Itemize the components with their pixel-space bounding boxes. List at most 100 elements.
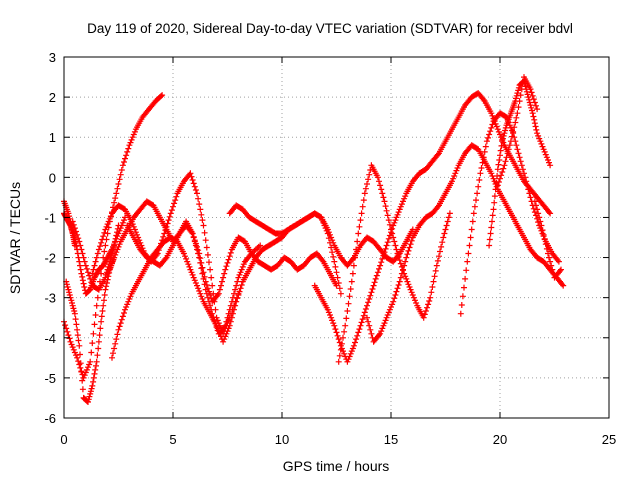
data-point	[333, 282, 340, 289]
data-point	[546, 254, 552, 261]
data-point	[215, 328, 222, 335]
data-point	[383, 207, 390, 214]
data-point	[188, 173, 195, 180]
data-point	[352, 254, 358, 261]
data-point	[114, 229, 120, 236]
data-point	[560, 282, 567, 289]
data-point	[206, 288, 212, 295]
data-point	[350, 342, 357, 349]
data-point	[68, 297, 75, 304]
x-axis-label: GPS time / hours	[283, 458, 390, 474]
data-point	[330, 253, 337, 260]
data-point	[533, 126, 540, 133]
data-point	[516, 98, 523, 105]
data-point	[497, 152, 503, 159]
data-series	[63, 254, 118, 405]
data-point	[74, 332, 81, 339]
data-point	[395, 253, 402, 260]
data-point	[85, 269, 91, 276]
data-point	[114, 225, 121, 232]
data-point	[201, 229, 208, 236]
data-point	[167, 210, 174, 217]
data-point	[82, 262, 89, 269]
data-point	[225, 256, 232, 263]
data-point	[171, 200, 178, 207]
data-point	[199, 296, 206, 302]
data-point	[189, 230, 196, 237]
data-point	[114, 185, 121, 192]
data-point	[101, 229, 108, 236]
data-point	[223, 263, 230, 270]
data-point	[97, 325, 104, 332]
data-point	[92, 258, 99, 265]
data-point	[464, 258, 471, 265]
data-point	[76, 342, 83, 349]
data-point	[480, 96, 487, 103]
data-point	[95, 246, 102, 253]
data-point	[101, 292, 108, 298]
data-point	[408, 289, 415, 296]
data-point	[522, 174, 529, 181]
data-point	[500, 165, 507, 172]
data-point	[98, 239, 105, 246]
data-point	[521, 170, 527, 177]
data-point	[354, 238, 361, 245]
data-point	[463, 267, 470, 274]
data-point	[118, 316, 125, 323]
data-point	[94, 294, 101, 301]
data-point	[232, 286, 239, 293]
data-point	[77, 351, 83, 358]
data-point	[515, 104, 522, 111]
data-point	[85, 399, 91, 405]
data-point	[503, 154, 510, 161]
data-point	[361, 190, 368, 197]
data-point	[100, 302, 107, 309]
data-point	[117, 320, 124, 327]
data-point	[131, 226, 138, 233]
data-point	[190, 180, 197, 187]
data-point	[539, 143, 546, 150]
data-point	[364, 302, 370, 309]
data-point	[539, 227, 546, 234]
data-point	[90, 374, 97, 381]
data-point	[532, 123, 539, 130]
data-point	[434, 257, 441, 264]
data-point	[374, 174, 381, 181]
data-point	[396, 206, 403, 213]
data-point	[95, 338, 102, 345]
data-point	[111, 254, 118, 261]
data-point	[392, 217, 399, 224]
data-point	[523, 178, 530, 185]
data-point	[529, 107, 535, 114]
data-point	[204, 251, 211, 258]
data-point	[365, 318, 372, 325]
data-point	[368, 330, 375, 337]
data-point	[210, 290, 217, 297]
data-point	[213, 322, 220, 329]
data-point	[102, 286, 109, 293]
data-point	[349, 345, 356, 352]
data-point	[519, 166, 526, 173]
data-point	[123, 152, 130, 159]
data-point	[121, 217, 127, 224]
data-point	[198, 265, 205, 272]
data-point	[226, 322, 233, 329]
data-point	[505, 146, 512, 153]
y-axis-label: SDTVAR / TECUs	[7, 182, 23, 294]
data-point	[380, 194, 387, 201]
data-point	[118, 167, 125, 173]
data-point	[402, 193, 409, 200]
data-point	[198, 293, 205, 300]
data-point	[224, 328, 231, 335]
data-point	[526, 96, 533, 103]
data-point	[324, 306, 331, 313]
data-point	[102, 226, 109, 233]
data-point	[235, 274, 242, 281]
data-point	[93, 362, 99, 369]
data-point	[87, 275, 94, 282]
data-point	[360, 312, 367, 319]
data-point	[198, 211, 205, 218]
data-point	[443, 222, 450, 229]
data-point	[385, 309, 392, 316]
data-point	[527, 86, 534, 93]
